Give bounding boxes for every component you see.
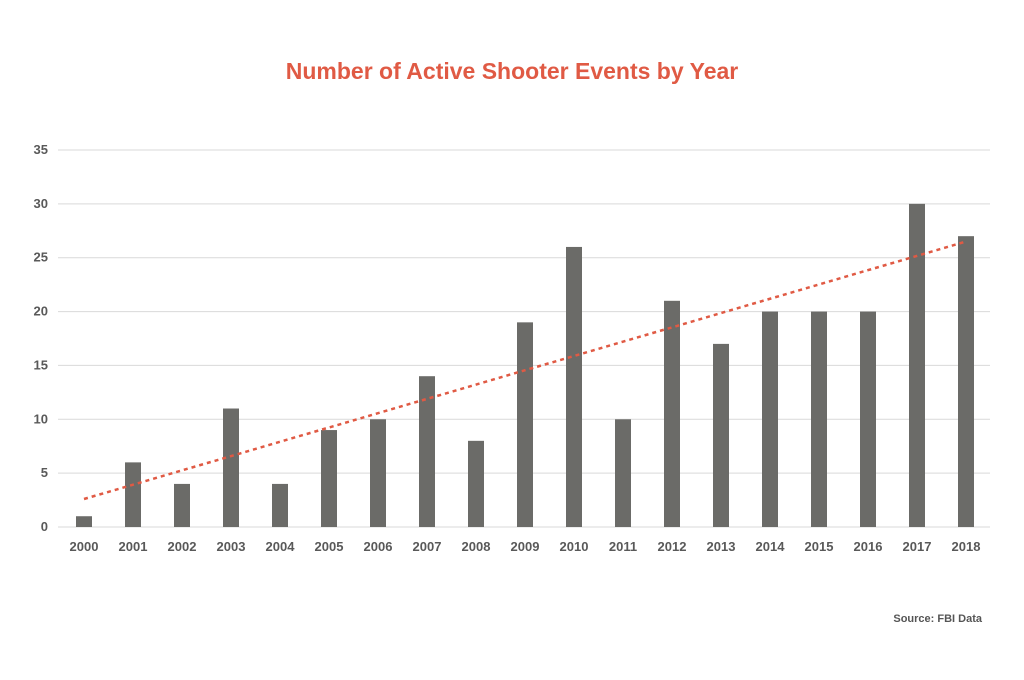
bar-2006 — [370, 419, 386, 527]
bar-2000 — [76, 516, 92, 527]
bar-2011 — [615, 419, 631, 527]
y-tick-label: 15 — [34, 357, 48, 372]
x-tick-label: 2009 — [511, 539, 540, 554]
bar-2017 — [909, 203, 925, 527]
x-tick-label: 2003 — [217, 539, 246, 554]
bar-2009 — [517, 322, 533, 527]
y-tick-label: 10 — [34, 411, 48, 426]
y-tick-label: 5 — [41, 465, 48, 480]
x-tick-label: 2000 — [70, 539, 99, 554]
x-tick-label: 2011 — [609, 539, 637, 554]
x-tick-label: 2001 — [119, 539, 148, 554]
bar-2014 — [762, 311, 778, 527]
bar-2018 — [958, 236, 974, 527]
bar-2005 — [321, 430, 337, 527]
bar-2012 — [664, 300, 680, 527]
bar-2016 — [860, 311, 876, 527]
x-tick-label: 2017 — [903, 539, 932, 554]
bar-2008 — [468, 440, 484, 527]
x-tick-label: 2013 — [707, 539, 736, 554]
x-tick-label: 2005 — [315, 539, 344, 554]
x-tick-label: 2018 — [952, 539, 981, 554]
x-tick-label: 2002 — [168, 539, 197, 554]
x-tick-label: 2014 — [756, 539, 786, 554]
bar-2010 — [566, 246, 582, 527]
x-tick-label: 2012 — [658, 539, 687, 554]
chart-title: Number of Active Shooter Events by Year — [285, 58, 739, 84]
bar-2002 — [174, 483, 190, 527]
y-tick-label: 35 — [34, 142, 48, 157]
bar-2004 — [272, 483, 288, 527]
bar-2001 — [125, 462, 141, 527]
bar-2003 — [223, 408, 239, 527]
y-tick-label: 0 — [41, 519, 48, 534]
x-tick-label: 2010 — [560, 539, 589, 554]
source-note: Source: FBI Data — [893, 613, 982, 625]
x-tick-label: 2016 — [854, 539, 883, 554]
trendline — [83, 240, 967, 501]
y-tick-label: 20 — [34, 304, 48, 319]
x-tick-label: 2015 — [805, 539, 834, 554]
bar-2013 — [713, 343, 729, 527]
x-tick-label: 2008 — [462, 539, 491, 554]
x-tick-label: 2004 — [266, 539, 296, 554]
x-tick-label: 2006 — [364, 539, 393, 554]
y-tick-label: 30 — [34, 196, 48, 211]
x-tick-label: 2007 — [413, 539, 442, 554]
bar-2015 — [811, 311, 827, 527]
y-tick-label: 25 — [34, 250, 48, 265]
bar-2007 — [419, 376, 435, 527]
